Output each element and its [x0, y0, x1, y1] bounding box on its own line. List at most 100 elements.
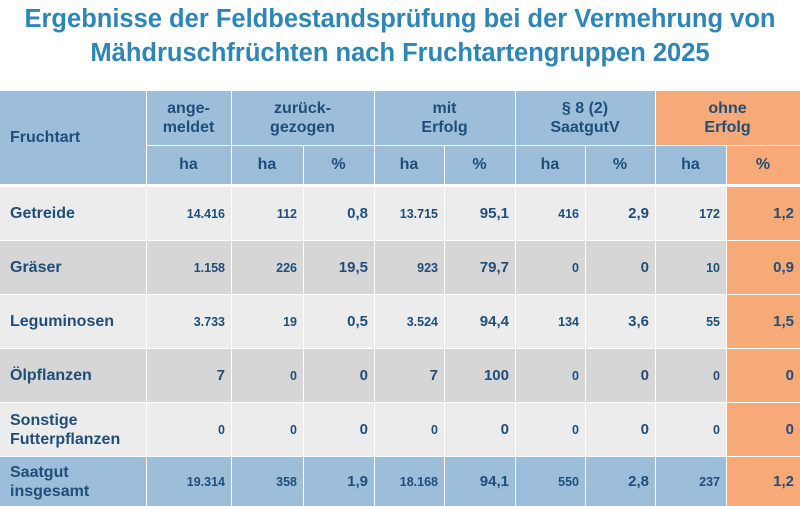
cell-total-saatgutv-pct: 2,8: [585, 457, 655, 506]
header-saatgutv: § 8 (2) SaatgutV: [515, 91, 655, 145]
cell-leguminosen-zurueck-ha: 19: [231, 295, 303, 348]
cell-sonstige-saatgutv-ha: 0: [515, 403, 585, 456]
header-fruchtart-label: Fruchtart: [10, 129, 81, 146]
cell-leguminosen-ohne-pct: 1,5: [726, 295, 800, 348]
cell-oelpflanzen-mit-pct: 100: [444, 349, 515, 402]
results-table: Fruchtart ange- meldet zurück- gezogen m…: [0, 91, 800, 506]
cell-sonstige-ohne-ha: 0: [655, 403, 726, 456]
unit-label: %: [612, 156, 628, 173]
cell-total-angemeldet-ha: 19.314: [146, 457, 231, 506]
header-mit-erfolg-line-1: mit: [432, 100, 457, 117]
cell-leguminosen-angemeldet-ha: 3.733: [146, 295, 231, 348]
cell-sonstige-saatgutv-pct: 0: [585, 403, 655, 456]
row-label: Leguminosen: [10, 313, 115, 330]
header-angemeldet-line-2: meldet: [162, 119, 215, 136]
header-zurueckgezogen-line-2: gezogen: [270, 119, 335, 136]
cell-total-ohne-ha: 237: [655, 457, 726, 506]
row-label: Gräser: [10, 259, 62, 276]
column-divider: [374, 91, 375, 506]
row-label-graeser: Gräser: [0, 241, 146, 294]
unit-ohne-erfolg-ha: ha: [655, 145, 726, 184]
unit-label: ha: [257, 156, 277, 173]
cell-graeser-saatgutv-pct: 0: [585, 241, 655, 294]
cell-getreide-saatgutv-ha: 416: [515, 187, 585, 240]
cell-oelpflanzen-saatgutv-pct: 0: [585, 349, 655, 402]
cell-oelpflanzen-zurueck-ha: 0: [231, 349, 303, 402]
unit-label: %: [755, 156, 771, 173]
title-line-2: Mähdruschfrüchten nach Fruchtartengruppe…: [90, 39, 710, 67]
cell-getreide-mit-ha: 13.715: [374, 187, 444, 240]
unit-label: ha: [399, 156, 419, 173]
unit-label: ha: [681, 156, 700, 173]
cell-graeser-zurueck-ha: 226: [231, 241, 303, 294]
unit-label: %: [472, 156, 487, 173]
row-divider: [0, 240, 800, 241]
row-label-saatgut-insgesamt: Saatgut insgesamt: [0, 457, 146, 506]
column-divider: [585, 145, 586, 506]
row-label-sonstige-futterpflanzen: Sonstige Futterpflanzen: [0, 403, 146, 456]
cell-graeser-angemeldet-ha: 1.158: [146, 241, 231, 294]
cell-total-saatgutv-ha: 550: [515, 457, 585, 506]
header-zurueckgezogen: zurück- gezogen: [231, 91, 374, 145]
unit-ohne-erfolg-pct: %: [726, 145, 800, 184]
cell-graeser-ohne-pct: 0,9: [726, 241, 800, 294]
unit-mit-erfolg-ha: ha: [374, 145, 444, 184]
header-angemeldet-line-1: ange-: [167, 100, 210, 117]
cell-leguminosen-zurueck-pct: 0,5: [303, 295, 374, 348]
cell-total-ohne-pct: 1,2: [726, 457, 800, 506]
cell-oelpflanzen-saatgutv-ha: 0: [515, 349, 585, 402]
cell-total-mit-ha: 18.168: [374, 457, 444, 506]
row-label-line-2: insgesamt: [10, 482, 90, 500]
column-divider: [655, 91, 656, 506]
header-ohne-erfolg-line-1: ohne: [708, 100, 747, 117]
cell-oelpflanzen-ohne-ha: 0: [655, 349, 726, 402]
row-label-line-1: Saatgut: [10, 463, 69, 481]
unit-saatgutv-pct: %: [585, 145, 655, 184]
header-separator: [0, 184, 800, 187]
header-saatgutv-line-1: § 8 (2): [561, 100, 609, 117]
title-line-1: Ergebnisse der Feldbestandsprüfung bei d…: [24, 5, 776, 33]
cell-sonstige-zurueck-pct: 0: [303, 403, 374, 456]
header-unit-divider: [146, 145, 800, 146]
cell-oelpflanzen-ohne-pct: 0: [726, 349, 800, 402]
column-divider: [146, 91, 147, 506]
cell-sonstige-mit-ha: 0: [374, 403, 444, 456]
page-title: Ergebnisse der Feldbestandsprüfung bei d…: [0, 2, 800, 70]
header-ohne-erfolg: ohne Erfolg: [655, 91, 800, 145]
cell-total-mit-pct: 94,1: [444, 457, 515, 506]
column-divider: [726, 145, 727, 506]
cell-graeser-ohne-ha: 10: [655, 241, 726, 294]
cell-leguminosen-saatgutv-ha: 134: [515, 295, 585, 348]
header-ohne-erfolg-line-2: Erfolg: [704, 119, 751, 136]
cell-getreide-zurueck-pct: 0,8: [303, 187, 374, 240]
unit-angemeldet-ha: ha: [146, 145, 231, 184]
cell-getreide-angemeldet-ha: 14.416: [146, 187, 231, 240]
unit-mit-erfolg-pct: %: [444, 145, 515, 184]
cell-graeser-zurueck-pct: 19,5: [303, 241, 374, 294]
row-label-oelpflanzen: Ölpflanzen: [0, 349, 146, 402]
cell-getreide-saatgutv-pct: 2,9: [585, 187, 655, 240]
cell-oelpflanzen-zurueck-pct: 0: [303, 349, 374, 402]
unit-label: ha: [179, 156, 198, 173]
row-divider: [0, 456, 800, 457]
cell-getreide-ohne-ha: 172: [655, 187, 726, 240]
unit-label: %: [331, 156, 346, 173]
row-divider: [0, 294, 800, 295]
column-divider: [231, 91, 232, 506]
header-mit-erfolg-line-2: Erfolg: [421, 119, 468, 136]
cell-graeser-saatgutv-ha: 0: [515, 241, 585, 294]
cell-total-zurueck-ha: 358: [231, 457, 303, 506]
header-zurueckgezogen-line-1: zurück-: [274, 100, 331, 117]
row-label-line-2: Futterpflanzen: [10, 430, 121, 448]
cell-leguminosen-mit-pct: 94,4: [444, 295, 515, 348]
unit-zurueckgezogen-pct: %: [303, 145, 374, 184]
row-label-line-1: Sonstige: [10, 411, 78, 429]
row-divider: [0, 402, 800, 403]
cell-getreide-zurueck-ha: 112: [231, 187, 303, 240]
unit-label: ha: [540, 156, 560, 173]
row-label-getreide: Getreide: [0, 187, 146, 240]
column-divider: [515, 91, 516, 506]
header-saatgutv-line-2: SaatgutV: [550, 119, 620, 136]
cell-getreide-mit-pct: 95,1: [444, 187, 515, 240]
cell-oelpflanzen-angemeldet-ha: 7: [146, 349, 231, 402]
